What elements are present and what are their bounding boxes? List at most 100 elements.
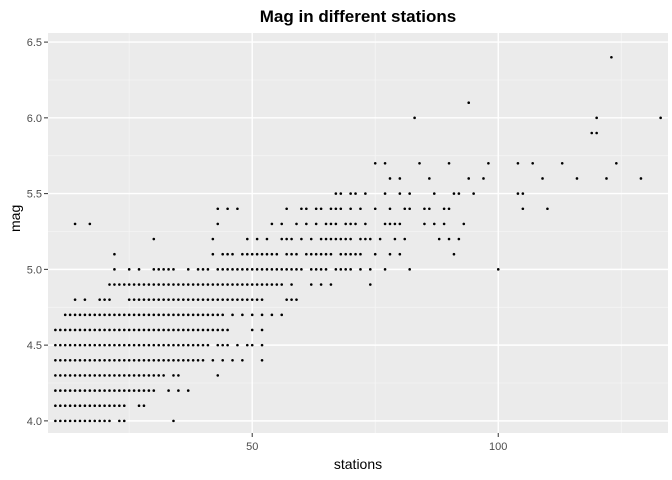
data-point bbox=[68, 313, 72, 317]
data-point bbox=[265, 268, 269, 271]
data-point bbox=[147, 328, 151, 332]
data-point bbox=[398, 222, 402, 226]
data-point bbox=[467, 177, 471, 180]
data-point bbox=[260, 358, 264, 362]
data-point bbox=[521, 192, 525, 195]
data-point bbox=[122, 283, 126, 286]
data-point bbox=[54, 358, 57, 362]
data-point bbox=[196, 283, 200, 286]
data-point bbox=[108, 374, 111, 377]
data-point bbox=[216, 313, 220, 317]
data-point bbox=[132, 298, 136, 301]
data-point bbox=[122, 313, 126, 317]
data-point bbox=[152, 343, 156, 347]
data-point bbox=[147, 313, 151, 317]
data-point bbox=[127, 328, 131, 332]
data-point bbox=[201, 328, 205, 332]
data-point bbox=[236, 283, 239, 286]
data-point bbox=[250, 343, 254, 347]
data-point bbox=[186, 389, 190, 392]
data-point bbox=[521, 207, 525, 211]
data-point bbox=[182, 313, 185, 317]
data-point bbox=[118, 328, 121, 332]
data-point bbox=[93, 328, 97, 332]
data-point bbox=[127, 374, 131, 377]
data-point bbox=[167, 389, 170, 392]
data-point bbox=[157, 328, 161, 332]
data-point bbox=[575, 177, 579, 180]
data-point bbox=[103, 404, 106, 408]
data-point bbox=[147, 343, 151, 347]
data-point bbox=[388, 207, 392, 211]
data-point bbox=[63, 358, 67, 362]
data-point bbox=[142, 283, 146, 286]
data-point bbox=[260, 313, 264, 317]
data-point bbox=[127, 283, 131, 286]
data-point bbox=[152, 298, 156, 301]
data-point bbox=[418, 162, 421, 165]
chart-title: Mag in different stations bbox=[259, 7, 457, 26]
data-point bbox=[59, 328, 62, 332]
data-point bbox=[245, 237, 249, 241]
data-point bbox=[127, 313, 131, 317]
data-point bbox=[132, 389, 136, 392]
data-point bbox=[59, 358, 62, 362]
data-point bbox=[73, 389, 77, 392]
data-point bbox=[152, 268, 156, 271]
data-point bbox=[314, 222, 318, 226]
data-point bbox=[206, 328, 210, 332]
data-point bbox=[516, 192, 520, 195]
data-point bbox=[211, 358, 215, 362]
data-point bbox=[487, 162, 490, 165]
data-point bbox=[78, 313, 82, 317]
data-point bbox=[206, 343, 210, 347]
data-point bbox=[250, 252, 254, 256]
data-point bbox=[182, 283, 185, 286]
data-point bbox=[255, 268, 259, 271]
data-point bbox=[167, 313, 170, 317]
data-point bbox=[108, 419, 111, 423]
data-point bbox=[88, 374, 92, 377]
data-point bbox=[98, 374, 101, 377]
data-point bbox=[196, 358, 200, 362]
data-point bbox=[398, 252, 402, 256]
data-point bbox=[63, 419, 67, 423]
data-point bbox=[295, 222, 298, 226]
data-point bbox=[344, 237, 348, 241]
data-point bbox=[216, 343, 220, 347]
data-point bbox=[122, 419, 126, 423]
y-axis-title: mag bbox=[7, 204, 23, 232]
data-point bbox=[295, 298, 298, 301]
data-point bbox=[201, 268, 205, 271]
data-point bbox=[260, 298, 264, 301]
data-point bbox=[103, 298, 106, 301]
data-point bbox=[122, 404, 126, 408]
x-tick-label: 50 bbox=[246, 441, 258, 453]
data-point bbox=[177, 343, 180, 347]
data-point bbox=[324, 222, 328, 226]
data-point bbox=[152, 374, 156, 377]
data-point bbox=[122, 358, 126, 362]
data-point bbox=[142, 389, 146, 392]
data-point bbox=[595, 131, 598, 135]
data-point bbox=[177, 283, 180, 286]
plot-panel bbox=[48, 33, 668, 433]
data-point bbox=[157, 358, 161, 362]
data-point bbox=[245, 268, 249, 271]
data-point bbox=[113, 374, 116, 377]
data-point bbox=[383, 268, 387, 271]
data-point bbox=[359, 207, 362, 211]
data-point bbox=[93, 313, 97, 317]
data-point bbox=[142, 328, 146, 332]
data-point bbox=[221, 313, 224, 317]
y-tick-label: 4.0 bbox=[27, 416, 42, 428]
data-points bbox=[54, 55, 662, 423]
y-tick-label: 5.0 bbox=[27, 264, 42, 276]
data-point bbox=[68, 419, 72, 423]
data-point bbox=[403, 207, 407, 211]
data-point bbox=[54, 419, 57, 423]
data-point bbox=[241, 313, 244, 317]
data-point bbox=[364, 222, 367, 226]
data-point bbox=[152, 358, 156, 362]
